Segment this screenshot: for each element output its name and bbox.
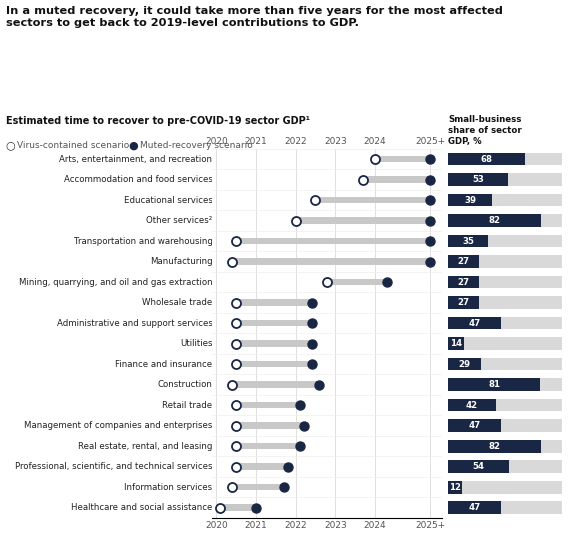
Bar: [448, 419, 502, 432]
Bar: [232, 258, 431, 265]
Bar: [448, 440, 541, 452]
Bar: [448, 296, 479, 309]
Bar: [236, 341, 311, 347]
Bar: [232, 484, 284, 490]
Text: Administrative and support services: Administrative and support services: [56, 318, 212, 328]
Text: 29: 29: [459, 360, 471, 369]
Text: 14: 14: [450, 339, 462, 348]
Text: Wholesale trade: Wholesale trade: [142, 298, 212, 307]
Bar: [448, 255, 479, 268]
Bar: [448, 379, 540, 391]
Text: 42: 42: [466, 401, 478, 409]
Bar: [448, 440, 562, 452]
Text: Educational services: Educational services: [123, 196, 212, 204]
Text: 12: 12: [449, 483, 461, 491]
Text: ○: ○: [6, 141, 16, 150]
Text: 53: 53: [472, 175, 484, 184]
Bar: [448, 276, 479, 288]
Bar: [448, 399, 562, 412]
Text: 47: 47: [469, 503, 481, 512]
Text: Manufacturing: Manufacturing: [150, 257, 212, 266]
Bar: [448, 255, 562, 268]
Text: Virus-contained scenario: Virus-contained scenario: [17, 141, 130, 149]
Bar: [363, 176, 431, 183]
Text: ●: ●: [128, 141, 138, 150]
Bar: [327, 279, 387, 285]
Text: Mining, quarrying, and oil and gas extraction: Mining, quarrying, and oil and gas extra…: [19, 278, 212, 287]
Bar: [448, 317, 502, 329]
Bar: [448, 194, 492, 207]
Bar: [448, 173, 508, 186]
Bar: [236, 463, 288, 470]
Text: Professional, scientific, and technical services: Professional, scientific, and technical …: [15, 462, 212, 471]
Bar: [448, 358, 481, 370]
Bar: [448, 153, 526, 165]
Bar: [448, 501, 562, 514]
Bar: [236, 423, 304, 429]
Bar: [448, 399, 496, 412]
Bar: [448, 173, 562, 186]
Bar: [236, 320, 311, 326]
Bar: [236, 238, 431, 244]
Bar: [221, 504, 256, 511]
Text: Information services: Information services: [125, 483, 212, 491]
Bar: [448, 481, 562, 494]
Text: 35: 35: [462, 236, 474, 246]
Text: Estimated time to recover to pre-COVID-19 sector GDP¹: Estimated time to recover to pre-COVID-1…: [6, 116, 310, 126]
Text: 82: 82: [489, 442, 501, 451]
Text: Arts, entertainment, and recreation: Arts, entertainment, and recreation: [59, 154, 212, 164]
Bar: [448, 337, 562, 350]
Bar: [315, 197, 431, 203]
Text: In a muted recovery, it could take more than five years for the most affected
se: In a muted recovery, it could take more …: [6, 6, 503, 28]
Bar: [448, 153, 562, 165]
Bar: [448, 194, 562, 207]
Text: Small-business
share of sector
GDP, %: Small-business share of sector GDP, %: [448, 115, 522, 146]
Bar: [448, 317, 562, 329]
Bar: [448, 296, 562, 309]
Bar: [448, 337, 464, 350]
Bar: [448, 276, 562, 288]
Text: 47: 47: [469, 318, 481, 328]
Bar: [448, 358, 562, 370]
Text: 39: 39: [464, 196, 476, 204]
Bar: [236, 361, 311, 368]
Text: 27: 27: [457, 278, 470, 287]
Bar: [232, 381, 320, 388]
Text: 81: 81: [488, 380, 500, 389]
Text: Muted-recovery scenario: Muted-recovery scenario: [140, 141, 253, 149]
Bar: [448, 235, 562, 247]
Bar: [236, 299, 311, 306]
Text: 68: 68: [481, 154, 493, 164]
Text: Real estate, rental, and leasing: Real estate, rental, and leasing: [78, 442, 212, 451]
Text: 54: 54: [473, 462, 485, 471]
Bar: [448, 235, 488, 247]
Text: Accommodation and food services: Accommodation and food services: [63, 175, 212, 184]
Bar: [236, 443, 300, 450]
Bar: [375, 156, 431, 163]
Bar: [448, 481, 462, 494]
Text: 27: 27: [457, 298, 470, 307]
Text: Retail trade: Retail trade: [162, 401, 212, 409]
Bar: [448, 460, 562, 473]
Bar: [448, 379, 562, 391]
Text: Management of companies and enterprises: Management of companies and enterprises: [24, 421, 212, 430]
Text: 82: 82: [489, 216, 501, 225]
Text: Finance and insurance: Finance and insurance: [115, 360, 212, 369]
Text: Utilities: Utilities: [180, 339, 212, 348]
Bar: [448, 460, 509, 473]
Text: Healthcare and social assistance: Healthcare and social assistance: [71, 503, 212, 512]
Bar: [296, 217, 431, 224]
Text: 27: 27: [457, 257, 470, 266]
Text: Transportation and warehousing: Transportation and warehousing: [73, 236, 212, 246]
Text: Construction: Construction: [158, 380, 212, 389]
Bar: [448, 419, 562, 432]
Bar: [448, 501, 502, 514]
Bar: [448, 214, 562, 227]
Bar: [448, 214, 541, 227]
Text: 47: 47: [469, 421, 481, 430]
Bar: [236, 402, 300, 408]
Text: Other services²: Other services²: [146, 216, 212, 225]
